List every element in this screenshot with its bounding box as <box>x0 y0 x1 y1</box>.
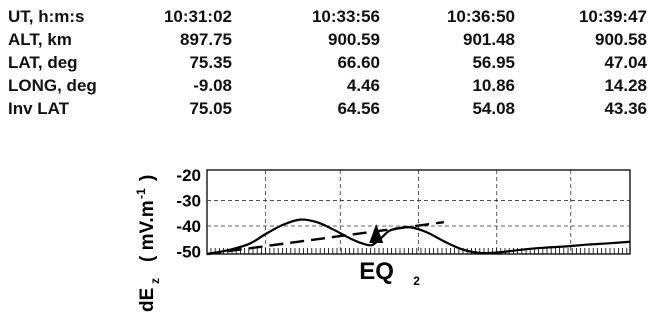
y-axis-label-close: ) <box>137 175 158 181</box>
table-cell: 64.56 <box>337 99 380 118</box>
series-line-dashed <box>206 220 445 256</box>
y-tick-label: -30 <box>176 192 201 211</box>
table-cell: 10.86 <box>472 76 515 95</box>
table-cell: 47.04 <box>604 53 647 72</box>
row-label: ALT, km <box>8 30 72 49</box>
table-cell: 14.28 <box>604 76 647 95</box>
y-axis-label-symbol: dE <box>137 288 158 312</box>
table-cell: 901.48 <box>463 30 515 49</box>
y-tick-label: -50 <box>176 242 201 261</box>
table-cell: 900.58 <box>595 30 647 49</box>
table-cell: 56.95 <box>472 53 515 72</box>
table-cell: 75.35 <box>189 53 232 72</box>
row-label: Inv LAT <box>8 99 70 118</box>
table-cell: 66.60 <box>337 53 380 72</box>
table-cell: 10:39:47 <box>578 7 647 26</box>
table-cell: 10:31:02 <box>163 7 232 26</box>
table-cell: 54.08 <box>472 99 515 118</box>
y-axis-label-subscript: z <box>148 278 162 284</box>
y-tick-labels: -20 -30 -40 -50 <box>176 166 201 261</box>
y-axis-label-superscript: -1 <box>134 188 148 199</box>
table-cell: 75.05 <box>189 99 232 118</box>
table-cell: 4.46 <box>346 76 380 95</box>
y-axis-label: dE z ( mV.m -1 ) <box>134 175 162 312</box>
grid-lines <box>207 170 630 254</box>
table-cell: 900.59 <box>328 30 380 49</box>
eq-annotation: EQ <box>359 258 394 285</box>
table-cell: 43.36 <box>604 99 647 118</box>
series-layer <box>206 218 631 256</box>
eq-annotation-subscript: 2 <box>413 274 420 288</box>
y-axis-label-unit: ( mV.m <box>137 200 158 262</box>
row-label: LONG, deg <box>8 76 97 95</box>
table-cell: -9.08 <box>193 76 232 95</box>
table-cell: 10:36:50 <box>446 7 515 26</box>
row-label: LAT, deg <box>8 53 78 72</box>
eq-marker-triangle <box>369 224 384 243</box>
table-cell: 897.75 <box>180 30 232 49</box>
row-label: UT, h:m:s <box>8 7 85 26</box>
table-cell: 10:33:56 <box>311 7 380 26</box>
y-tick-label: -40 <box>176 217 201 236</box>
y-tick-label: -20 <box>176 166 201 185</box>
